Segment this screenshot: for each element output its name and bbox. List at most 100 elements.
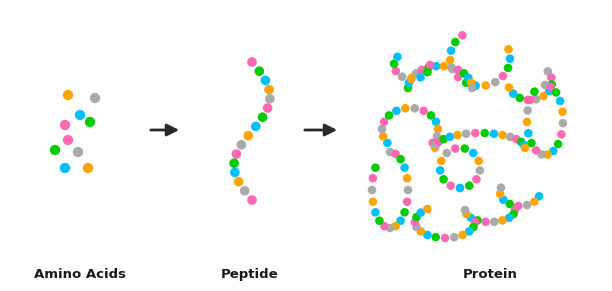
Point: [446, 183, 455, 188]
Point: [63, 93, 73, 97]
Point: [439, 177, 449, 182]
Point: [431, 64, 441, 68]
Point: [436, 159, 446, 163]
Point: [546, 85, 556, 89]
Point: [433, 127, 443, 131]
Point: [498, 74, 508, 78]
Point: [465, 229, 474, 234]
Point: [558, 121, 568, 125]
Point: [368, 199, 378, 204]
Point: [523, 131, 533, 136]
Point: [75, 113, 85, 117]
Point: [547, 82, 557, 87]
Point: [244, 133, 253, 138]
Point: [547, 75, 556, 80]
Point: [442, 151, 452, 155]
Point: [515, 95, 524, 100]
Point: [498, 218, 507, 223]
Point: [458, 233, 468, 237]
Point: [516, 140, 526, 144]
Point: [412, 225, 422, 229]
Point: [465, 183, 474, 188]
Point: [422, 233, 432, 237]
Point: [495, 191, 505, 196]
Point: [368, 176, 378, 181]
Point: [531, 148, 541, 153]
Point: [519, 143, 529, 147]
Point: [83, 166, 93, 170]
Point: [231, 152, 241, 156]
Point: [471, 84, 480, 88]
Point: [379, 224, 389, 228]
Point: [523, 97, 532, 102]
Point: [522, 120, 532, 124]
Point: [385, 226, 395, 230]
Point: [419, 109, 428, 113]
Point: [522, 203, 532, 207]
Point: [377, 127, 387, 131]
Point: [403, 86, 413, 90]
Point: [523, 108, 532, 113]
Point: [513, 204, 523, 208]
Point: [434, 140, 444, 144]
Point: [416, 229, 425, 234]
Point: [461, 81, 471, 85]
Point: [472, 177, 482, 182]
Point: [540, 83, 550, 87]
Point: [543, 152, 553, 157]
Point: [90, 96, 100, 100]
Point: [263, 106, 272, 110]
Point: [404, 80, 414, 85]
Text: Amino Acids: Amino Acids: [34, 268, 126, 281]
Point: [505, 56, 515, 61]
Point: [396, 157, 406, 162]
Point: [525, 97, 535, 102]
Point: [400, 210, 409, 215]
Point: [520, 146, 530, 150]
Point: [463, 75, 473, 80]
Point: [251, 124, 261, 129]
Point: [416, 75, 425, 80]
Point: [481, 219, 491, 224]
Point: [402, 176, 412, 181]
Point: [468, 151, 478, 155]
Point: [411, 71, 421, 76]
Point: [467, 86, 477, 90]
Point: [410, 220, 420, 224]
Point: [475, 168, 485, 173]
Point: [230, 170, 240, 175]
Point: [396, 219, 406, 223]
Point: [412, 215, 422, 219]
Point: [392, 109, 401, 113]
Point: [480, 131, 490, 135]
Point: [367, 188, 377, 192]
Point: [85, 120, 95, 124]
Point: [385, 150, 395, 154]
Point: [445, 58, 455, 62]
Point: [431, 235, 441, 239]
Point: [553, 142, 563, 146]
Point: [446, 65, 456, 70]
Point: [551, 90, 561, 95]
Point: [470, 220, 480, 224]
Point: [426, 113, 436, 118]
Point: [508, 91, 518, 96]
Point: [453, 75, 463, 79]
Point: [460, 208, 470, 212]
Point: [489, 132, 499, 136]
Point: [60, 166, 70, 170]
Point: [504, 215, 514, 220]
Point: [236, 143, 246, 147]
Point: [481, 83, 491, 88]
Point: [390, 224, 400, 228]
Point: [422, 207, 432, 211]
Point: [529, 199, 539, 204]
Point: [370, 165, 380, 170]
Point: [379, 119, 389, 124]
Point: [498, 133, 507, 137]
Point: [505, 202, 515, 206]
Point: [435, 168, 445, 173]
Point: [417, 68, 427, 72]
Point: [503, 65, 513, 70]
Point: [407, 75, 417, 80]
